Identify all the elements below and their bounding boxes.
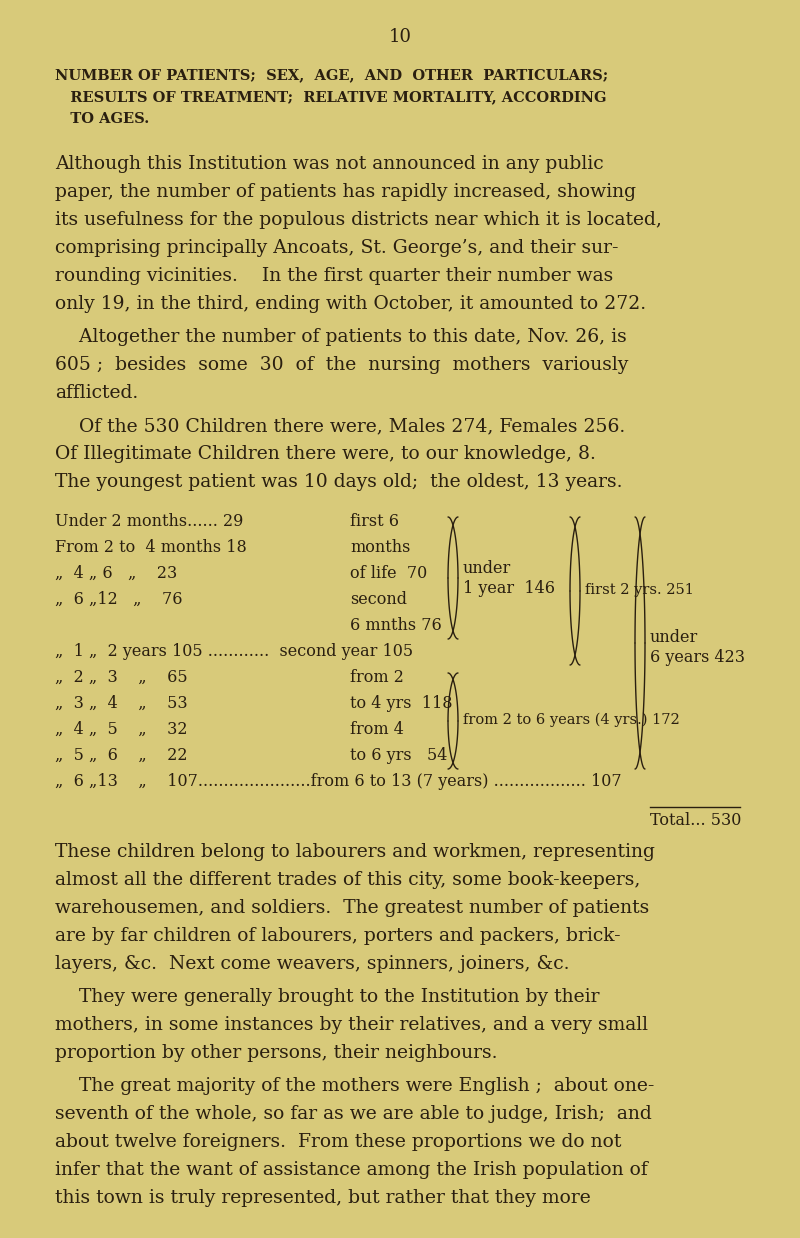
Text: this town is truly represented, but rather that they more: this town is truly represented, but rath…	[55, 1188, 590, 1207]
Text: „  6 „13    „    107......................from 6 to 13 (7 years) ...............: „ 6 „13 „ 107......................from …	[55, 773, 622, 790]
Text: Altogether the number of patients to this date, Nov. 26, is: Altogether the number of patients to thi…	[55, 328, 626, 345]
Text: TO AGES.: TO AGES.	[55, 111, 150, 126]
Text: „  3 „  4    „    53: „ 3 „ 4 „ 53	[55, 695, 188, 712]
Text: The great majority of the mothers were English ;  about one-: The great majority of the mothers were E…	[55, 1077, 654, 1094]
Text: second: second	[350, 591, 407, 608]
Text: its usefulness for the populous districts near which it is located,: its usefulness for the populous district…	[55, 210, 662, 229]
Text: almost all the different trades of this city, some book-keepers,: almost all the different trades of this …	[55, 872, 640, 889]
Text: first 2 yrs. 251: first 2 yrs. 251	[585, 583, 694, 597]
Text: „  5 „  6    „    22: „ 5 „ 6 „ 22	[55, 747, 187, 764]
Text: under: under	[650, 629, 698, 646]
Text: mothers, in some instances by their relatives, and a very small: mothers, in some instances by their rela…	[55, 1016, 648, 1034]
Text: proportion by other persons, their neighbours.: proportion by other persons, their neigh…	[55, 1044, 498, 1062]
Text: only 19, in the third, ending with October, it amounted to 272.: only 19, in the third, ending with Octob…	[55, 295, 646, 313]
Text: „  1 „  2 years 105 ............  second year 105: „ 1 „ 2 years 105 ............ second ye…	[55, 643, 413, 660]
Text: Although this Institution was not announced in any public: Although this Institution was not announ…	[55, 155, 604, 173]
Text: 605 ;  besides  some  30  of  the  nursing  mothers  variously: 605 ; besides some 30 of the nursing mot…	[55, 357, 628, 374]
Text: These children belong to labourers and workmen, representing: These children belong to labourers and w…	[55, 843, 655, 860]
Text: rounding vicinities.    In the first quarter their number was: rounding vicinities. In the first quarte…	[55, 267, 614, 285]
Text: They were generally brought to the Institution by their: They were generally brought to the Insti…	[55, 988, 599, 1006]
Text: from 2: from 2	[350, 669, 404, 686]
Text: Of the 530 Children there were, Males 274, Females 256.: Of the 530 Children there were, Males 27…	[55, 417, 626, 435]
Text: „  4 „ 6   „    23: „ 4 „ 6 „ 23	[55, 565, 178, 582]
Text: layers, &c.  Next come weavers, spinners, joiners, &c.: layers, &c. Next come weavers, spinners,…	[55, 954, 570, 973]
Text: „  4 „  5    „    32: „ 4 „ 5 „ 32	[55, 721, 187, 738]
Text: warehousemen, and soldiers.  The greatest number of patients: warehousemen, and soldiers. The greatest…	[55, 899, 650, 917]
Text: „  6 „12   „    76: „ 6 „12 „ 76	[55, 591, 182, 608]
Text: about twelve foreigners.  From these proportions we do not: about twelve foreigners. From these prop…	[55, 1133, 622, 1151]
Text: From 2 to  4 months 18: From 2 to 4 months 18	[55, 539, 246, 556]
Text: from 4: from 4	[350, 721, 404, 738]
Text: of life  70: of life 70	[350, 565, 427, 582]
Text: RESULTS OF TREATMENT;  RELATIVE MORTALITY, ACCORDING: RESULTS OF TREATMENT; RELATIVE MORTALITY…	[55, 90, 606, 104]
Text: 1 year  146: 1 year 146	[463, 579, 555, 597]
Text: comprising principally Ancoats, St. George’s, and their sur-: comprising principally Ancoats, St. Geor…	[55, 239, 618, 258]
Text: 6 years 423: 6 years 423	[650, 649, 745, 666]
Text: afflicted.: afflicted.	[55, 384, 138, 402]
Text: paper, the number of patients has rapidly increased, showing: paper, the number of patients has rapidl…	[55, 183, 636, 201]
Text: infer that the want of assistance among the Irish population of: infer that the want of assistance among …	[55, 1161, 648, 1179]
Text: seventh of the whole, so far as we are able to judge, Irish;  and: seventh of the whole, so far as we are a…	[55, 1106, 652, 1123]
Text: NUMBER OF PATIENTS;  SEX,  AGE,  AND  OTHER  PARTICULARS;: NUMBER OF PATIENTS; SEX, AGE, AND OTHER …	[55, 68, 608, 82]
Text: from 2 to 6 years (4 yrs.) 172: from 2 to 6 years (4 yrs.) 172	[463, 713, 680, 728]
Text: are by far children of labourers, porters and packers, brick-: are by far children of labourers, porter…	[55, 927, 621, 945]
Text: to 4 yrs  118: to 4 yrs 118	[350, 695, 453, 712]
Text: months: months	[350, 539, 410, 556]
Text: Under 2 months...... 29: Under 2 months...... 29	[55, 513, 243, 530]
Text: under: under	[463, 560, 511, 577]
Text: Total... 530: Total... 530	[650, 812, 742, 829]
Text: 6 mnths 76: 6 mnths 76	[350, 617, 442, 634]
Text: Of Illegitimate Children there were, to our knowledge, 8.: Of Illegitimate Children there were, to …	[55, 444, 596, 463]
Text: 10: 10	[389, 28, 411, 46]
Text: to 6 yrs   54: to 6 yrs 54	[350, 747, 447, 764]
Text: first 6: first 6	[350, 513, 399, 530]
Text: The youngest patient was 10 days old;  the oldest, 13 years.: The youngest patient was 10 days old; th…	[55, 473, 622, 491]
Text: „  2 „  3    „    65: „ 2 „ 3 „ 65	[55, 669, 188, 686]
